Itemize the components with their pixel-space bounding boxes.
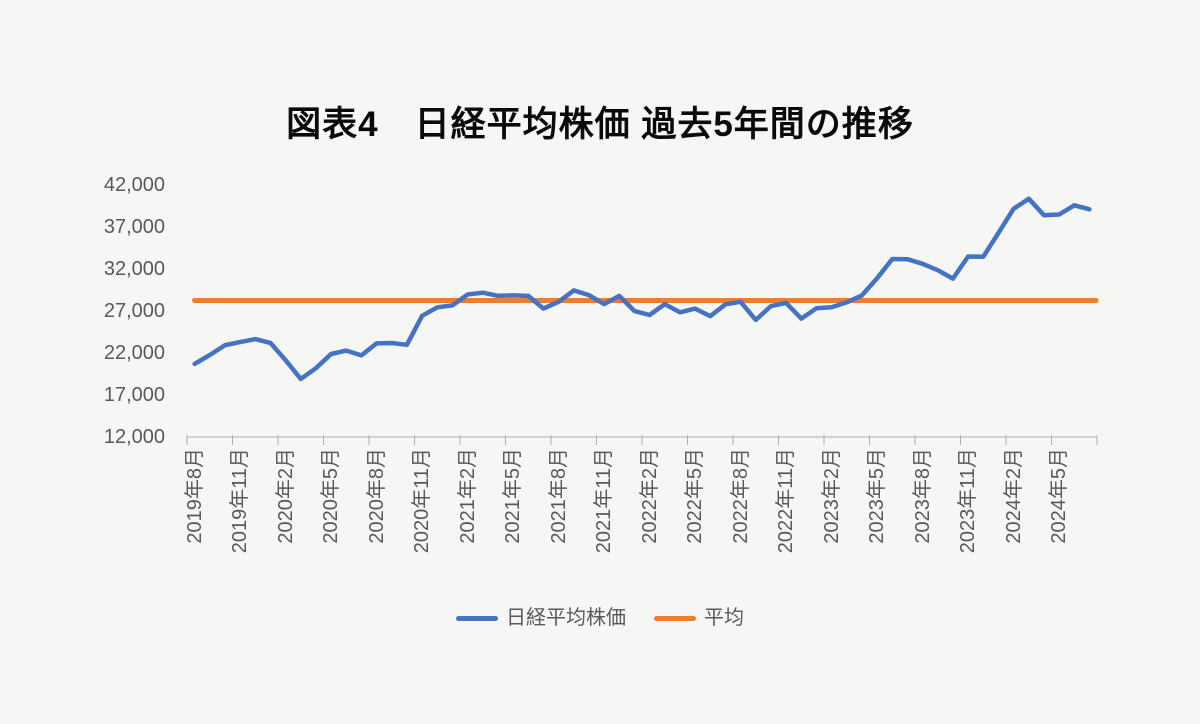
chart-title: 図表4 日経平均株価 過去5年間の推移 <box>286 105 914 144</box>
legend: 日経平均株価 平均 <box>0 605 1200 631</box>
x-axis-tick-label: 2020年11月 <box>411 448 434 554</box>
x-axis-tick-label: 2020年2月 <box>274 448 297 544</box>
x-axis-tick-label: 2021年2月 <box>456 448 479 544</box>
legend-line-nikkei-swatch <box>456 615 498 621</box>
y-axis-tick-label: 32,000 <box>103 258 165 280</box>
y-axis-tick-label: 12,000 <box>103 426 165 448</box>
x-axis-tick-label: 2022年2月 <box>638 448 661 544</box>
x-axis-tick-label: 2023年5月 <box>866 448 889 544</box>
legend-item-average: 平均 <box>654 605 744 631</box>
legend-label-nikkei: 日経平均株価 <box>506 607 626 629</box>
x-axis-tick-label: 2024年5月 <box>1048 448 1071 544</box>
x-axis-tick-label: 2019年11月 <box>229 448 252 554</box>
x-axis-tick-label: 2024年2月 <box>1002 448 1025 544</box>
legend-line-average-swatch <box>654 615 696 621</box>
nikkei-line <box>192 196 1092 382</box>
x-axis-tick-label: 2020年8月 <box>365 448 388 544</box>
x-axis-tick-label: 2022年11月 <box>775 448 798 554</box>
y-axis-tick-label: 37,000 <box>103 216 165 238</box>
legend-item-nikkei: 日経平均株価 <box>456 605 626 631</box>
y-axis-tick-label: 17,000 <box>103 384 165 406</box>
x-axis-tick-label: 2022年8月 <box>729 448 752 544</box>
x-axis-tick-label: 2023年8月 <box>911 448 934 544</box>
x-axis-tick-label: 2023年2月 <box>820 448 843 544</box>
x-axis-tick-label: 2022年5月 <box>684 448 707 544</box>
y-axis-tick-label: 42,000 <box>103 174 165 196</box>
legend-label-average: 平均 <box>704 607 744 629</box>
x-axis-tick-label: 2021年11月 <box>593 448 616 554</box>
x-axis-tick-label: 2023年11月 <box>957 448 980 554</box>
x-axis-tick-label: 2020年5月 <box>320 448 343 544</box>
y-axis-tick-label: 27,000 <box>103 300 165 322</box>
x-axis-tick-label: 2019年8月 <box>183 448 206 544</box>
x-axis-tick-label: 2021年8月 <box>547 448 570 544</box>
y-axis-tick-label: 22,000 <box>103 342 165 364</box>
x-axis-tick-label: 2021年5月 <box>502 448 525 544</box>
